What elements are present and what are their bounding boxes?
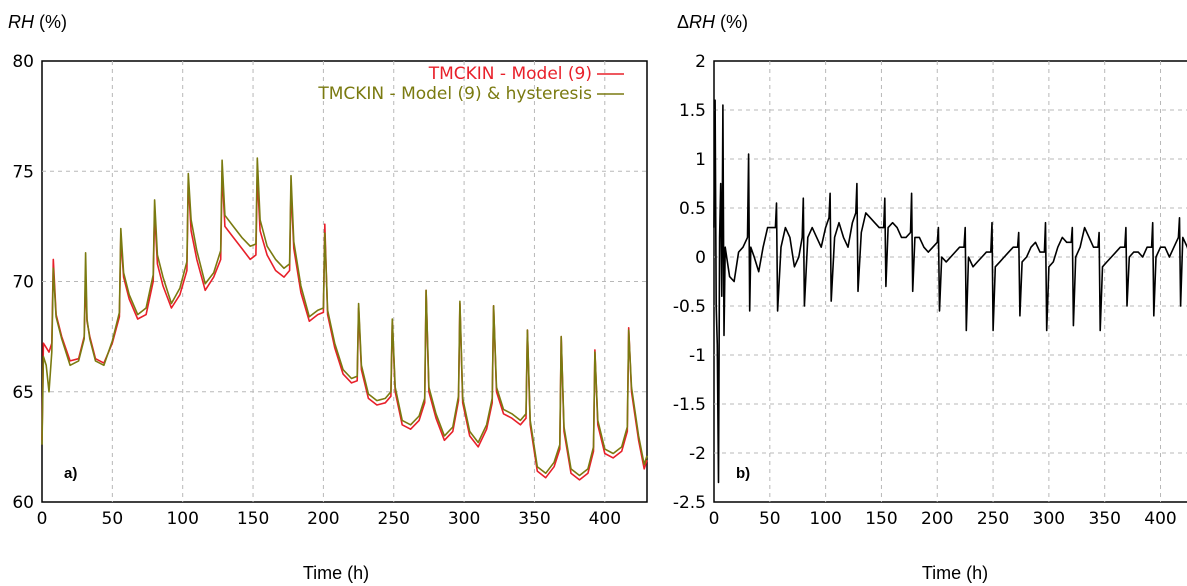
x-tick-label: 250 [977,509,1009,529]
x-tick-label: 0 [37,509,48,529]
x-tick-label: 200 [921,509,953,529]
x-tick-label: 400 [1144,509,1176,529]
y-tick-label: 65 [12,383,34,403]
y-tick-label: 80 [12,52,34,72]
x-tick-label: 200 [307,509,339,529]
y-tick-label: -2.5 [673,493,706,513]
x-tick-label: 50 [102,509,124,529]
x-tick-label: 300 [1033,509,1065,529]
y-tick-label: 1 [695,150,706,170]
tick-labels-a: 0 50 100 150 200 250 300 350 400 60 65 70 75 80 [12,52,621,529]
y-tick-label: -1.5 [673,395,706,415]
y-tick-label: 2 [695,52,706,72]
plot-frame-b [713,60,1187,503]
x-tick-label: 350 [1088,509,1120,529]
y-tick-label: 1.5 [679,101,706,121]
legend-a: TMCKIN - Model (9) TMCKIN - Model (9) & … [317,64,624,104]
tick-labels-b: 0 50 100 150 200 250 300 350 400 -2.5 -2 -1.5 -1 -0.5… [673,52,1177,529]
panel-label-b: b) [736,465,750,482]
grid-a [42,61,647,502]
series-line-a-0 [41,170,648,481]
y-tick-label: 70 [12,273,34,293]
legend-label-model9-hysteresis: TMCKIN - Model (9) & hysteresis [317,84,592,104]
x-tick-label: 300 [448,509,480,529]
x-tick-label: 350 [518,509,550,529]
panel-label-a: a) [64,465,77,482]
chart-panel-a: RH (%) 0 50 100 150 200 250 300 350 400 60 65 70 75 8… [8,12,648,583]
y-tick-label: 75 [12,162,34,182]
series-group-a [41,157,648,481]
y-tick-label: 0.5 [679,199,706,219]
y-axis-label-b: ΔRH (%) [677,12,748,32]
x-tick-label: 100 [166,509,198,529]
x-axis-label-b: Time (h) [922,563,988,583]
x-tick-label: 50 [759,509,781,529]
x-tick-label: 150 [865,509,897,529]
x-tick-label: 0 [709,509,720,529]
chart-panel-b: ΔRH (%) 0 50 100 150 200 250 300 350 400 -2.5 -2 -1… [673,12,1187,583]
x-tick-label: 400 [589,509,621,529]
series-line-b-0 [713,99,1187,484]
x-tick-label: 250 [378,509,410,529]
series-group-b [713,99,1187,484]
y-tick-label: 60 [12,493,34,513]
y-axis-label-a: RH (%) [8,12,67,32]
x-tick-label: 150 [237,509,269,529]
y-tick-label: -2 [689,444,706,464]
y-tick-label: -1 [689,346,706,366]
y-tick-label: 0 [695,248,706,268]
grid-b [714,61,1187,502]
y-tick-label: -0.5 [673,297,706,317]
series-line-a-1 [41,157,648,477]
x-tick-label: 100 [809,509,841,529]
legend-label-model9: TMCKIN - Model (9) [428,64,592,84]
x-axis-label-a: Time (h) [303,563,369,583]
